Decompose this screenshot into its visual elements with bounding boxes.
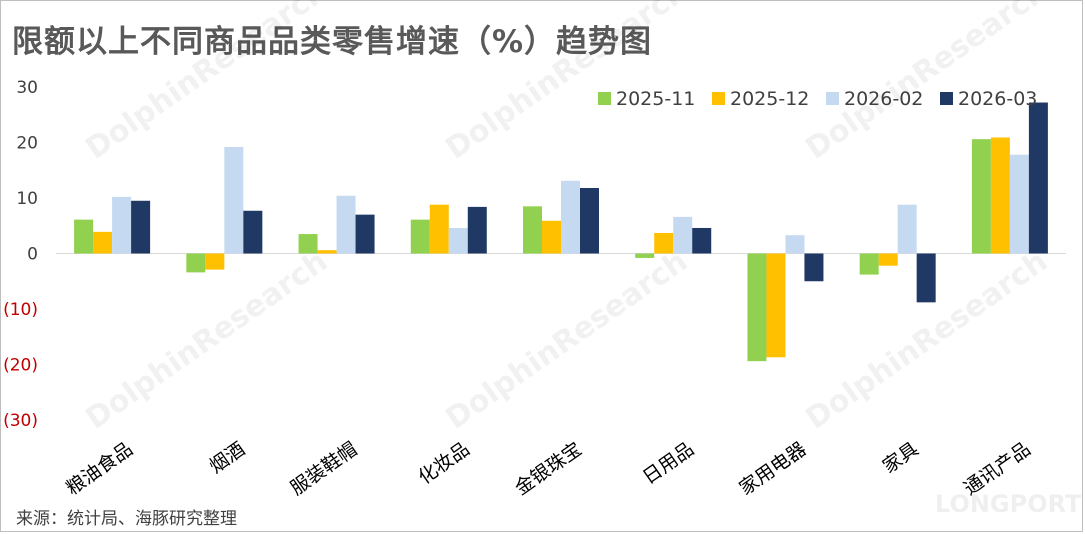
bar-2025-12-家具 <box>878 253 898 266</box>
watermark-text: DolphinResearch <box>440 0 694 167</box>
bar-2026-03-家用电器 <box>804 253 824 282</box>
bar-2026-03-化妆品 <box>467 206 487 254</box>
bar-2025-12-家用电器 <box>766 253 786 358</box>
bar-2025-11-通讯产品 <box>971 139 991 254</box>
bar-2026-03-日用品 <box>692 227 712 254</box>
bar-2025-12-烟酒 <box>205 253 225 270</box>
brand-watermark: LONGPORT <box>935 490 1082 518</box>
bar-2026-03-烟酒 <box>243 210 263 254</box>
bar-2026-03-通讯产品 <box>1028 102 1048 254</box>
watermark-text: DolphinResearch <box>440 244 694 437</box>
bar-2025-12-粮油食品 <box>93 231 113 254</box>
y-tick-label: (30) <box>3 411 38 431</box>
legend-label: 2026-03 <box>958 88 1037 110</box>
bar-2025-12-金银珠宝 <box>542 220 561 254</box>
bar-2025-11-服装鞋帽 <box>298 234 318 254</box>
legend-swatch <box>712 92 725 105</box>
bar-2025-12-化妆品 <box>429 204 449 254</box>
bar-2025-12-通讯产品 <box>990 137 1010 254</box>
legend-swatch <box>598 92 611 105</box>
bar-2026-03-粮油食品 <box>131 200 151 254</box>
category-label: 粮油食品 <box>62 438 137 500</box>
bar-2026-02-烟酒 <box>224 146 244 254</box>
bar-2026-02-服装鞋帽 <box>336 195 356 254</box>
legend-swatch <box>826 92 839 105</box>
bar-2025-11-家具 <box>859 253 879 275</box>
watermark-text: DolphinResearch <box>800 0 1054 167</box>
y-tick-label: 30 <box>16 78 38 98</box>
category-label: 服装鞋帽 <box>287 438 362 500</box>
bar-2026-02-金银珠宝 <box>561 180 580 254</box>
watermark-text: DolphinResearch <box>80 244 334 437</box>
legend-label: 2026-02 <box>844 88 923 110</box>
bar-2025-11-家用电器 <box>747 253 767 362</box>
bar-2025-11-日用品 <box>635 253 655 258</box>
chart-title: 限额以上不同商品品类零售增速（%）趋势图 <box>12 24 653 60</box>
y-tick-label: (20) <box>3 356 38 376</box>
category-label: 日用品 <box>639 438 698 489</box>
category-label: 家用电器 <box>735 438 810 500</box>
legend-label: 2025-12 <box>730 88 809 110</box>
bar-2026-03-服装鞋帽 <box>355 214 375 254</box>
y-tick-label: 10 <box>16 189 38 209</box>
bar-2026-02-化妆品 <box>448 227 468 254</box>
bar-2025-11-烟酒 <box>186 253 206 273</box>
bar-2025-11-金银珠宝 <box>523 206 542 254</box>
bar-2025-12-日用品 <box>654 232 674 254</box>
bar-2026-02-通讯产品 <box>1009 154 1029 254</box>
bar-2025-11-化妆品 <box>410 219 430 254</box>
bar-2026-02-日用品 <box>673 216 693 254</box>
category-label: 烟酒 <box>205 438 249 478</box>
bar-2025-12-服装鞋帽 <box>317 250 337 254</box>
bar-2025-11-粮油食品 <box>74 219 94 254</box>
bar-2026-02-粮油食品 <box>112 196 132 254</box>
bar-2026-03-金银珠宝 <box>580 188 599 254</box>
legend-swatch <box>940 92 953 105</box>
bar-2026-02-家具 <box>897 204 917 254</box>
bar-2026-03-家具 <box>916 253 936 303</box>
legend-label: 2025-11 <box>616 88 695 110</box>
bar-2026-02-家用电器 <box>785 235 805 254</box>
y-tick-label: 0 <box>27 245 38 265</box>
category-label: 化妆品 <box>414 438 473 489</box>
category-label: 家具 <box>879 438 923 478</box>
watermark-text: DolphinResearch <box>80 0 334 167</box>
source-note: 来源：统计局、海豚研究整理 <box>16 509 237 529</box>
y-tick-label: (10) <box>3 300 38 320</box>
y-tick-label: 20 <box>16 134 38 154</box>
category-label: 金银珠宝 <box>511 438 586 500</box>
